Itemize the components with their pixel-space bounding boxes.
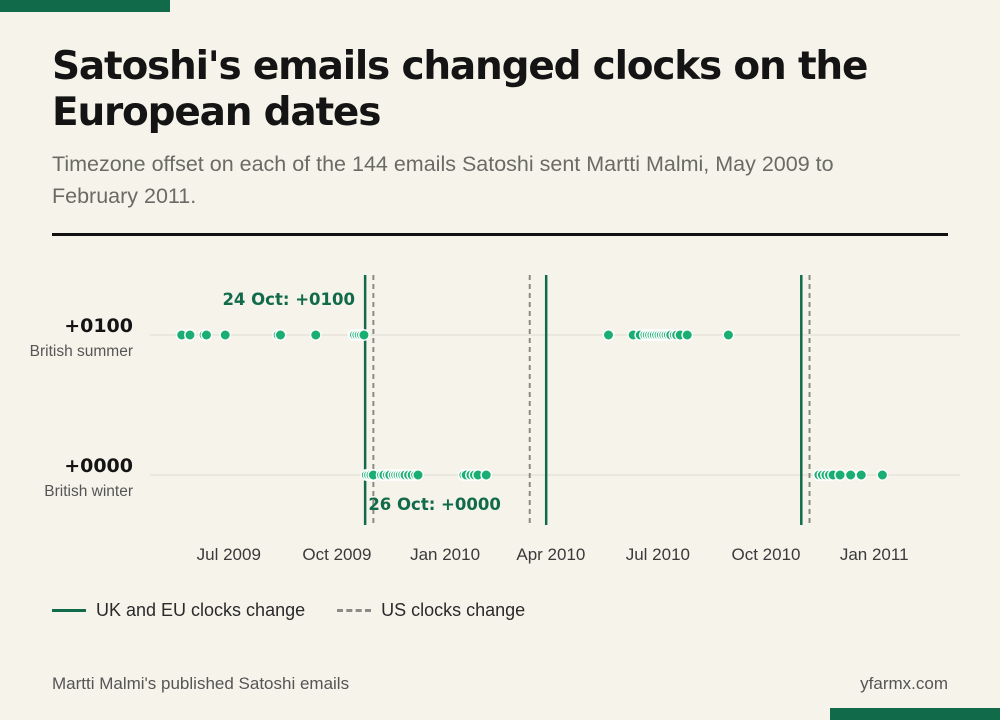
email-dot bbox=[602, 329, 615, 341]
email-dot bbox=[876, 469, 889, 481]
legend-dashed-line-swatch bbox=[337, 609, 372, 612]
legend-us-label: US clocks change bbox=[381, 600, 526, 620]
email-dot bbox=[219, 329, 232, 341]
chart-subtitle: Timezone offset on each of the 144 email… bbox=[52, 152, 834, 208]
email-dot bbox=[480, 469, 493, 481]
bottom-accent-bar bbox=[830, 708, 1000, 720]
x-tick-label: Jul 2009 bbox=[197, 545, 261, 564]
legend-eu: UK and EU clocks change bbox=[52, 600, 305, 621]
brand-label: yfarmx.com bbox=[860, 674, 948, 693]
annotation-label: 24 Oct: +0100 bbox=[222, 290, 355, 309]
timezone-chart: +0100 British summer +0000 British winter 24… bbox=[30, 275, 960, 564]
annotation-label: 26 Oct: +0000 bbox=[368, 495, 501, 514]
row-sublabel: British winter bbox=[44, 483, 133, 500]
legend-us: US clocks change bbox=[337, 600, 525, 621]
legend-eu-label: UK and EU clocks change bbox=[96, 600, 306, 620]
x-tick-label: Jan 2011 bbox=[840, 545, 909, 564]
x-tick-label: Oct 2010 bbox=[732, 545, 801, 564]
email-dot bbox=[358, 329, 370, 341]
legend-solid-line-swatch bbox=[52, 609, 86, 612]
legend: UK and EU clocks change US clocks change bbox=[52, 600, 557, 621]
x-tick-label: Jan 2010 bbox=[410, 545, 480, 564]
row-label: +0100 bbox=[64, 315, 133, 337]
email-dot bbox=[834, 469, 846, 481]
email-dot bbox=[184, 329, 196, 341]
top-accent-bar bbox=[0, 0, 170, 12]
email-dot bbox=[200, 329, 213, 341]
row-label: +0000 bbox=[64, 455, 133, 477]
row-sublabel: British summer bbox=[30, 343, 133, 360]
chart-title: Satoshi's emails changed clocks on the E… bbox=[52, 44, 868, 135]
email-dot bbox=[681, 329, 694, 341]
x-tick-label: Oct 2009 bbox=[302, 545, 371, 564]
x-tick-label: Apr 2010 bbox=[516, 545, 585, 564]
email-dot bbox=[722, 329, 735, 341]
email-dot bbox=[274, 329, 287, 341]
email-dot bbox=[855, 469, 868, 481]
email-dot bbox=[844, 469, 857, 481]
email-dot bbox=[412, 469, 424, 481]
title-rule bbox=[52, 233, 948, 236]
source-note: Martti Malmi's published Satoshi emails bbox=[52, 674, 350, 693]
x-tick-label: Jul 2010 bbox=[626, 545, 690, 564]
email-dot bbox=[309, 329, 322, 341]
